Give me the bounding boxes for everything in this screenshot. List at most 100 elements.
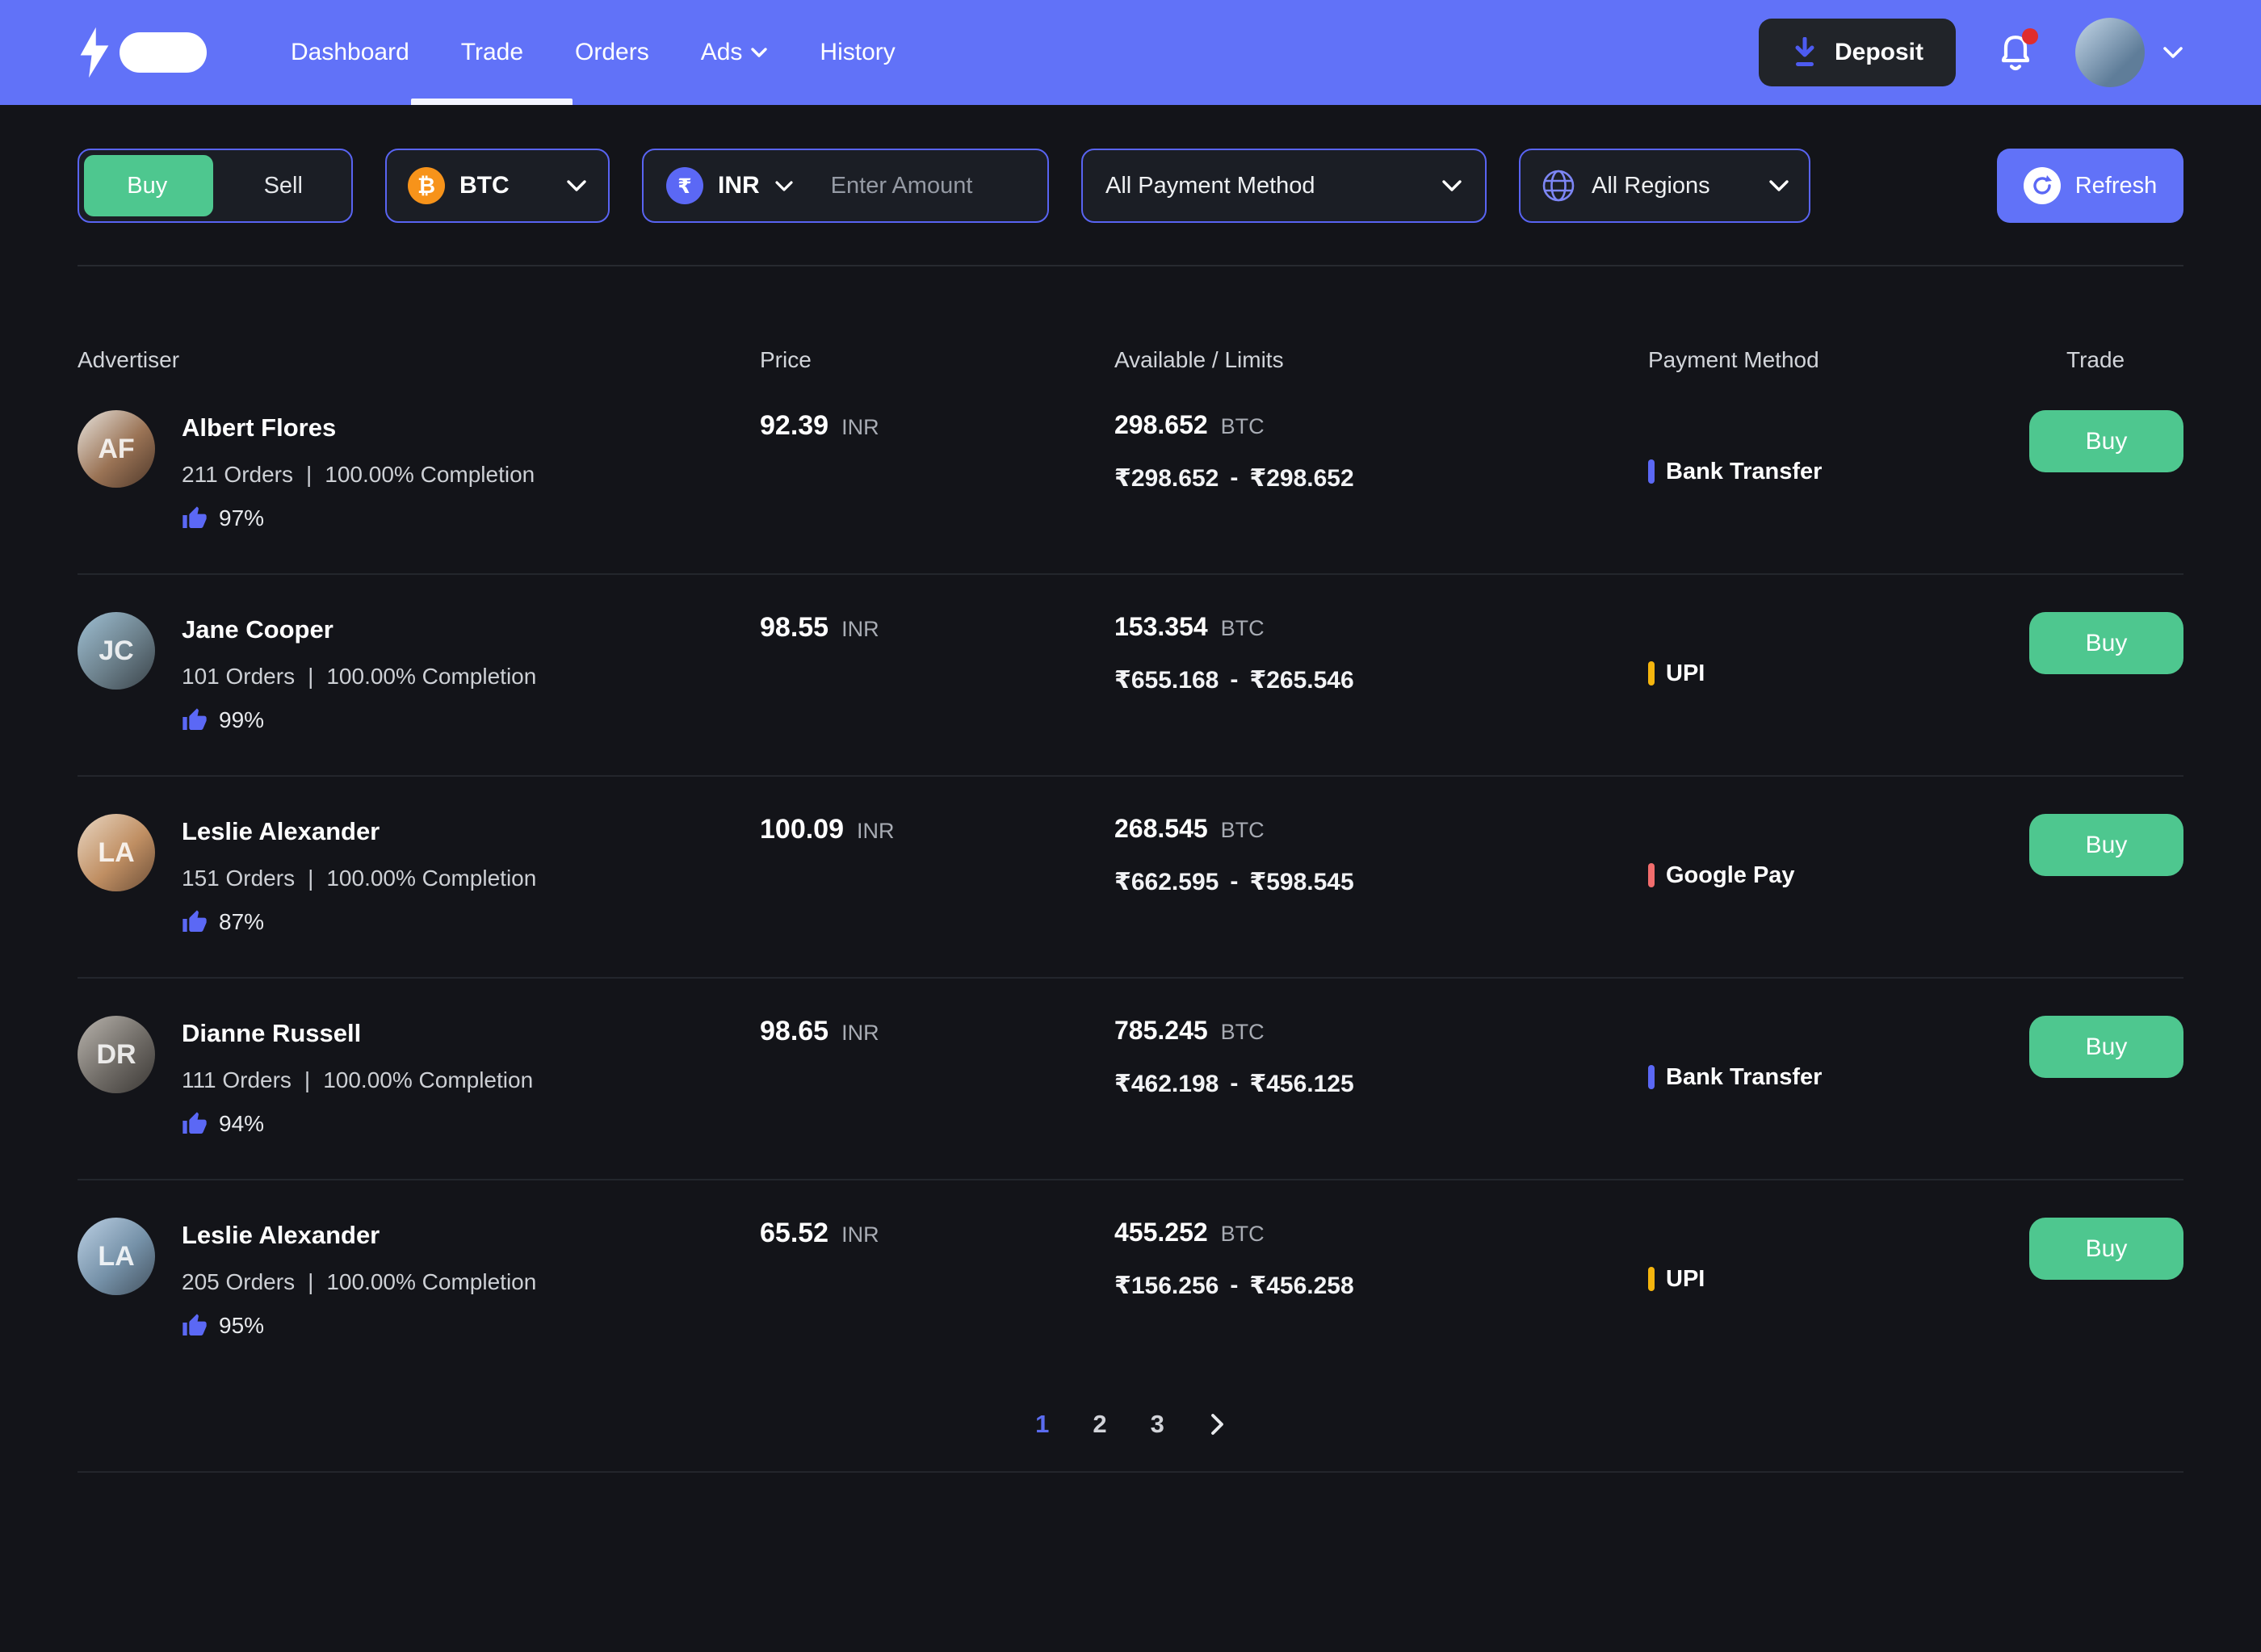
table-header-row: Advertiser Price Available / Limits Paym…: [78, 347, 2183, 373]
available-unit: BTC: [1220, 1020, 1265, 1044]
limit-min: ₹662.595: [1114, 869, 1219, 895]
advertiser-avatar[interactable]: LA: [78, 814, 155, 891]
notifications-button[interactable]: [1995, 28, 2038, 75]
limit-max: ₹598.545: [1249, 869, 1354, 895]
regions-select-value: All Regions: [1592, 172, 1710, 199]
row-buy-button[interactable]: Buy: [2029, 1218, 2183, 1280]
available-limits-cell: 298.652 BTC ₹298.652 - ₹298.652: [1114, 410, 1648, 531]
page-number[interactable]: 3: [1150, 1410, 1164, 1438]
rupee-icon: ₹: [666, 167, 703, 204]
payment-color-bar: [1648, 863, 1655, 887]
advertiser-completion: 100.00% Completion: [323, 1067, 534, 1092]
pagination-next-button[interactable]: [1208, 1412, 1226, 1436]
bitcoin-icon: ₿: [408, 167, 445, 204]
advertiser-avatar[interactable]: AF: [78, 410, 155, 488]
nav-item-ads-label: Ads: [700, 39, 743, 65]
payment-method-select-value: All Payment Method: [1105, 172, 1315, 199]
fiat-select-value[interactable]: INR: [718, 172, 760, 199]
payment-method-label: UPI: [1666, 1265, 1705, 1292]
advertiser-name[interactable]: Dianne Russell: [182, 1019, 362, 1047]
row-buy-button[interactable]: Buy: [2029, 612, 2183, 674]
payment-method-cell: Bank Transfer: [1648, 1017, 2028, 1137]
nav-item-history[interactable]: History: [820, 39, 896, 65]
crypto-select[interactable]: ₿ BTC: [385, 149, 610, 223]
nav-item-orders[interactable]: Orders: [575, 39, 649, 65]
advertiser-name[interactable]: Albert Flores: [182, 413, 337, 442]
advertiser-avatar[interactable]: JC: [78, 612, 155, 690]
refresh-button[interactable]: Refresh: [1997, 149, 2183, 223]
col-header-payment-method: Payment Method: [1648, 347, 1819, 372]
amount-input[interactable]: [830, 172, 1025, 199]
nav-item-ads[interactable]: Ads: [675, 0, 795, 105]
deposit-label: Deposit: [1834, 39, 1923, 65]
chevron-down-icon[interactable]: [774, 180, 794, 192]
price-currency: INR: [857, 819, 895, 843]
limit-min: ₹156.256: [1114, 1273, 1219, 1299]
page-number[interactable]: 2: [1093, 1410, 1107, 1438]
payment-method-label: Bank Transfer: [1666, 458, 1823, 484]
lightning-bolt-icon: [78, 26, 111, 79]
pagination: 1 2 3: [78, 1410, 2183, 1439]
advertiser-name[interactable]: Jane Cooper: [182, 615, 333, 644]
row-buy-button[interactable]: Buy: [2029, 1016, 2183, 1078]
price-cell: 92.39 INR: [760, 410, 1114, 531]
offer-row: AF Albert Flores 211 Orders | 100.00% Co…: [78, 373, 2183, 575]
regions-select[interactable]: All Regions: [1519, 149, 1810, 223]
price-cell: 98.65 INR: [760, 1016, 1114, 1137]
advertiser-cell: AF Albert Flores 211 Orders | 100.00% Co…: [78, 410, 760, 531]
advertiser-cell: JC Jane Cooper 101 Orders | 100.00% Comp…: [78, 612, 760, 733]
page-number[interactable]: 1: [1035, 1410, 1050, 1438]
price-currency: INR: [841, 415, 879, 439]
payment-method-cell: UPI: [1648, 1219, 2028, 1339]
top-navbar: Dashboard Trade Orders Ads History Depos…: [0, 0, 2261, 105]
fiat-amount-field: ₹ INR: [642, 149, 1049, 223]
advertiser-rating: 87%: [219, 909, 265, 934]
advertiser-avatar[interactable]: DR: [78, 1016, 155, 1093]
offer-row: JC Jane Cooper 101 Orders | 100.00% Comp…: [78, 575, 2183, 777]
payment-color-bar: [1648, 661, 1655, 686]
available-limits-cell: 455.252 BTC ₹156.256 - ₹456.258: [1114, 1218, 1648, 1339]
user-avatar[interactable]: [2075, 18, 2145, 87]
limit-min: ₹462.198: [1114, 1071, 1219, 1097]
payment-method-select[interactable]: All Payment Method: [1081, 149, 1487, 223]
advertiser-name[interactable]: Leslie Alexander: [182, 817, 380, 845]
thumbs-up-icon: [182, 909, 208, 935]
payment-method-label: UPI: [1666, 660, 1705, 686]
limits-separator: -: [1230, 1272, 1239, 1298]
deposit-button[interactable]: Deposit: [1758, 19, 1956, 86]
filter-bar: Buy Sell ₿ BTC ₹ INR All Payment Method: [0, 105, 2261, 223]
advertiser-completion: 100.00% Completion: [326, 1269, 537, 1294]
advertiser-rating: 94%: [219, 1111, 265, 1136]
nav-item-dashboard[interactable]: Dashboard: [291, 39, 409, 65]
row-buy-button[interactable]: Buy: [2029, 814, 2183, 876]
thumbs-up-icon: [182, 707, 208, 733]
advertiser-rating: 95%: [219, 1313, 265, 1338]
buy-toggle-button[interactable]: Buy: [127, 172, 168, 199]
advertiser-orders: 205 Orders: [182, 1269, 296, 1294]
row-buy-button[interactable]: Buy: [2029, 410, 2183, 472]
notification-badge-dot: [2022, 28, 2038, 44]
payment-method-cell: UPI: [1648, 614, 2028, 733]
advertiser-avatar[interactable]: LA: [78, 1218, 155, 1295]
available-limits-cell: 268.545 BTC ₹662.595 - ₹598.545: [1114, 814, 1648, 935]
bottom-divider: [78, 1471, 2183, 1473]
orders-separator: |: [308, 664, 314, 689]
price-cell: 65.52 INR: [760, 1218, 1114, 1339]
chevron-down-icon: [1768, 179, 1789, 192]
available-unit: BTC: [1220, 818, 1265, 842]
account-chevron-down-icon[interactable]: [2162, 46, 2183, 59]
globe-icon: [1540, 167, 1577, 204]
available-amount: 785.245: [1114, 1016, 1208, 1045]
sell-toggle-button[interactable]: Sell: [263, 172, 303, 199]
col-header-price: Price: [760, 347, 812, 372]
advertiser-name[interactable]: Leslie Alexander: [182, 1221, 380, 1249]
limit-max: ₹265.546: [1249, 667, 1354, 694]
col-header-trade: Trade: [2066, 347, 2125, 372]
available-limits-cell: 785.245 BTC ₹462.198 - ₹456.125: [1114, 1016, 1648, 1137]
logo-pill: [120, 32, 207, 73]
nav-item-trade[interactable]: Trade: [435, 0, 549, 105]
available-unit: BTC: [1220, 616, 1265, 640]
payment-color-bar: [1648, 459, 1655, 484]
orders-separator: |: [306, 462, 313, 487]
payment-color-bar: [1648, 1065, 1655, 1089]
